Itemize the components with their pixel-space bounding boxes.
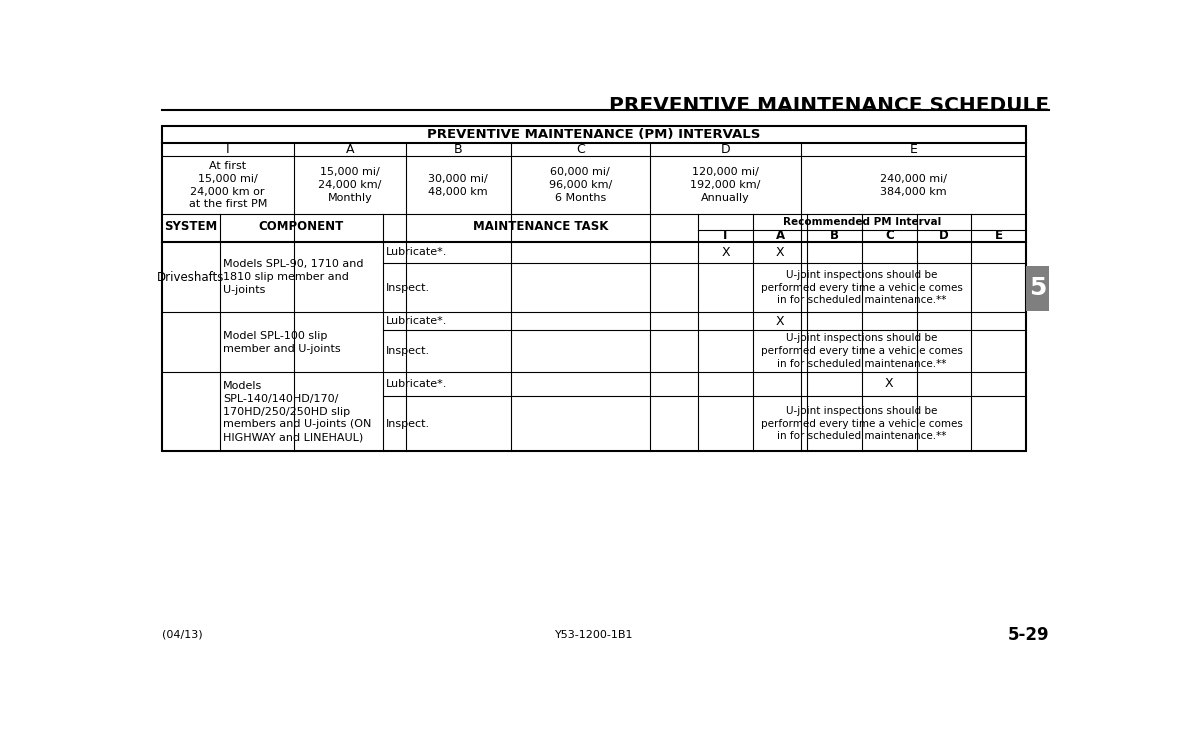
- Text: 15,000 mi/
24,000 km/
Monthly: 15,000 mi/ 24,000 km/ Monthly: [318, 168, 381, 203]
- Text: (04/13): (04/13): [162, 630, 202, 640]
- Text: At first
15,000 mi/
24,000 km or
at the first PM: At first 15,000 mi/ 24,000 km or at the …: [188, 161, 267, 209]
- Text: PREVENTIVE MAINTENANCE SCHEDULE: PREVENTIVE MAINTENANCE SCHEDULE: [609, 96, 1049, 114]
- Text: 30,000 mi/
48,000 km: 30,000 mi/ 48,000 km: [428, 173, 489, 197]
- Text: Inspect.: Inspect.: [386, 283, 429, 293]
- Text: X: X: [885, 378, 893, 390]
- Text: Inspect.: Inspect.: [386, 346, 429, 356]
- Text: 120,000 mi/
192,000 km/
Annually: 120,000 mi/ 192,000 km/ Annually: [691, 168, 761, 203]
- Text: A: A: [776, 229, 784, 242]
- Text: E: E: [995, 229, 1003, 242]
- Text: Models SPL-90, 1710 and
1810 slip member and
U-joints: Models SPL-90, 1710 and 1810 slip member…: [224, 259, 363, 295]
- Text: C: C: [885, 229, 893, 242]
- Text: U-joint inspections should be
performed every time a vehicle comes
in for schedu: U-joint inspections should be performed …: [761, 406, 963, 441]
- Text: I: I: [723, 229, 728, 242]
- Text: PREVENTIVE MAINTENANCE (PM) INTERVALS: PREVENTIVE MAINTENANCE (PM) INTERVALS: [427, 127, 761, 141]
- Text: SYSTEM: SYSTEM: [164, 220, 218, 233]
- Text: B: B: [830, 229, 839, 242]
- Bar: [162, 126, 1026, 452]
- Text: X: X: [776, 246, 784, 259]
- Text: X: X: [722, 246, 730, 259]
- Text: C: C: [576, 143, 584, 156]
- Text: U-joint inspections should be
performed every time a vehicle comes
in for schedu: U-joint inspections should be performed …: [761, 270, 963, 305]
- Text: COMPONENT: COMPONENT: [259, 220, 344, 233]
- Text: Models
SPL-140/140HD/170/
170HD/250/250HD slip
members and U-joints (ON
HIGHWAY : Models SPL-140/140HD/170/ 170HD/250/250H…: [224, 381, 371, 442]
- Text: A: A: [345, 143, 354, 156]
- Text: 5-29: 5-29: [1008, 626, 1049, 643]
- Text: 240,000 mi/
384,000 km: 240,000 mi/ 384,000 km: [880, 173, 948, 197]
- Text: Lubricate*.: Lubricate*.: [386, 316, 447, 326]
- Text: U-joint inspections should be
performed every time a vehicle comes
in for schedu: U-joint inspections should be performed …: [761, 333, 963, 369]
- Text: Lubricate*.: Lubricate*.: [386, 379, 447, 389]
- Text: D: D: [720, 143, 730, 156]
- Text: 60,000 mi/
96,000 km/
6 Months: 60,000 mi/ 96,000 km/ 6 Months: [549, 168, 612, 203]
- Text: X: X: [776, 315, 784, 328]
- Text: E: E: [910, 143, 918, 156]
- Text: 5: 5: [1029, 277, 1046, 300]
- Text: MAINTENANCE TASK: MAINTENANCE TASK: [473, 220, 608, 233]
- Text: Inspect.: Inspect.: [386, 419, 429, 428]
- Text: Recommended PM Interval: Recommended PM Interval: [783, 217, 942, 227]
- Bar: [1026, 266, 1049, 311]
- Text: I: I: [226, 143, 230, 156]
- Text: Driveshafts: Driveshafts: [157, 271, 225, 283]
- Text: Y53-1200-1B1: Y53-1200-1B1: [555, 630, 633, 640]
- Text: D: D: [939, 229, 949, 242]
- Text: B: B: [454, 143, 463, 156]
- Text: Model SPL-100 slip
member and U-joints: Model SPL-100 slip member and U-joints: [224, 331, 341, 354]
- Text: Lubricate*.: Lubricate*.: [386, 247, 447, 258]
